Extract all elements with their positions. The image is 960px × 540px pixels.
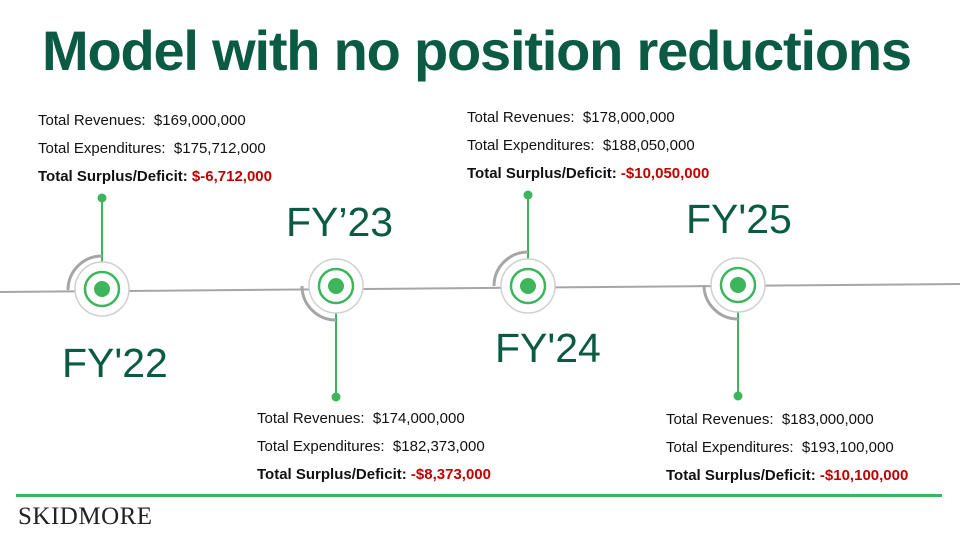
skidmore-logo: SKIDMORE <box>18 503 153 530</box>
timeline-line <box>0 283 960 293</box>
revenues-row: Total Revenues: $183,000,000 <box>666 406 908 434</box>
milestone-info-fy22: Total Revenues: $169,000,000 Total Expen… <box>38 107 272 191</box>
milestone-node-fy23 <box>300 258 364 402</box>
fy23-label: FY’23 <box>286 199 394 245</box>
milestone-info-fy25: Total Revenues: $183,000,000 Total Expen… <box>666 406 908 490</box>
expenditures-label: Total Expenditures: <box>38 140 166 157</box>
node-center <box>94 281 110 297</box>
surplus-row: Total Surplus/Deficit: -$8,373,000 <box>257 461 491 489</box>
connector-dot <box>523 190 533 200</box>
surplus-row: Total Surplus/Deficit: $-6,712,000 <box>38 163 272 191</box>
connector-dot <box>331 392 341 402</box>
milestone-node-fy25 <box>702 257 766 401</box>
expenditures-row: Total Expenditures: $182,373,000 <box>257 433 491 461</box>
expenditures-value: $193,100,000 <box>801 439 894 456</box>
revenues-row: Total Revenues: $174,000,000 <box>257 405 491 433</box>
surplus-label: Total Surplus/Deficit: <box>666 467 816 484</box>
surplus-value: -$10,100,000 <box>819 467 909 484</box>
revenues-row: Total Revenues: $169,000,000 <box>38 107 272 135</box>
milestone-info-fy23: Total Revenues: $174,000,000 Total Expen… <box>257 405 491 489</box>
outer-arc <box>300 285 337 322</box>
expenditures-value: $182,373,000 <box>392 438 485 455</box>
connector-dot <box>733 391 743 401</box>
expenditures-label: Total Expenditures: <box>257 438 385 455</box>
outer-arc <box>492 250 529 287</box>
expenditures-label: Total Expenditures: <box>666 439 794 456</box>
expenditures-value: $188,050,000 <box>602 137 695 154</box>
node-center <box>730 277 746 293</box>
milestone-node-fy24 <box>492 190 556 314</box>
fy24-label: FY'24 <box>495 325 601 371</box>
revenues-value: $183,000,000 <box>781 411 874 428</box>
surplus-value: -$8,373,000 <box>410 466 491 483</box>
revenues-label: Total Revenues: <box>467 109 575 126</box>
surplus-label: Total Surplus/Deficit: <box>257 466 407 483</box>
milestone-node-fy22 <box>66 193 130 317</box>
fy22-label: FY'22 <box>62 340 168 386</box>
surplus-row: Total Surplus/Deficit: -$10,100,000 <box>666 462 908 490</box>
revenues-value: $174,000,000 <box>372 410 465 427</box>
node-center <box>520 278 536 294</box>
footer-divider <box>16 494 942 497</box>
surplus-value: -$10,050,000 <box>620 165 710 182</box>
expenditures-row: Total Expenditures: $193,100,000 <box>666 434 908 462</box>
revenues-value: $178,000,000 <box>582 109 675 126</box>
expenditures-label: Total Expenditures: <box>467 137 595 154</box>
connector-dot <box>97 193 107 203</box>
expenditures-row: Total Expenditures: $188,050,000 <box>467 132 709 160</box>
surplus-value: $-6,712,000 <box>191 168 272 185</box>
outer-arc <box>66 254 103 291</box>
revenues-label: Total Revenues: <box>38 112 146 129</box>
milestone-info-fy24: Total Revenues: $178,000,000 Total Expen… <box>467 104 709 188</box>
revenues-value: $169,000,000 <box>153 112 246 129</box>
fy25-label: FY'25 <box>686 196 792 242</box>
page-title: Model with no position reductions <box>42 19 912 82</box>
expenditures-value: $175,712,000 <box>173 140 266 157</box>
expenditures-row: Total Expenditures: $175,712,000 <box>38 135 272 163</box>
revenues-label: Total Revenues: <box>257 410 365 427</box>
revenues-label: Total Revenues: <box>666 411 774 428</box>
outer-arc <box>702 284 739 321</box>
surplus-label: Total Surplus/Deficit: <box>467 165 617 182</box>
node-center <box>328 278 344 294</box>
surplus-label: Total Surplus/Deficit: <box>38 168 188 185</box>
revenues-row: Total Revenues: $178,000,000 <box>467 104 709 132</box>
surplus-row: Total Surplus/Deficit: -$10,050,000 <box>467 160 709 188</box>
